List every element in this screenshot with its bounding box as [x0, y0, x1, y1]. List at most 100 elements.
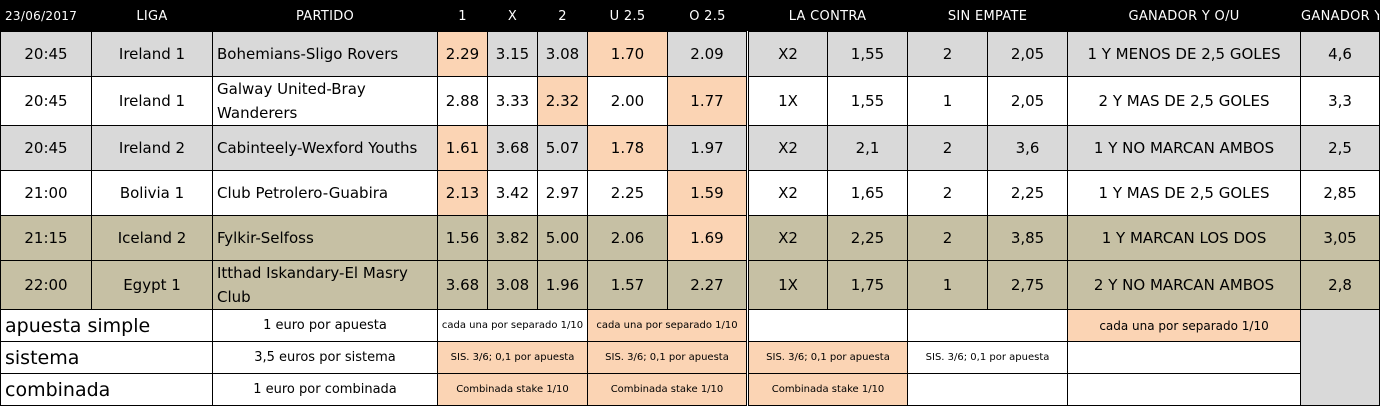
odd-over-25-cell[interactable]: 1.59	[667, 170, 748, 216]
odd-2-cell[interactable]: 2.32	[537, 76, 588, 126]
odd-x-cell[interactable]: 3.33	[487, 76, 538, 126]
match-name-cell[interactable]: Bohemians-Sligo Rovers	[212, 31, 438, 77]
contra-odd-cell[interactable]: 1,55	[826, 76, 909, 126]
sin-empate-pick-cell[interactable]: 1	[907, 260, 989, 310]
league-cell[interactable]: Egypt 1	[91, 260, 213, 310]
odd-over-25-cell[interactable]: 2.27	[667, 260, 748, 310]
odd-x-cell[interactable]: 3.15	[487, 31, 538, 77]
odd-1-cell[interactable]: 2.13	[437, 170, 488, 216]
match-name-cell[interactable]: Itthad Iskandary-El Masry Club	[212, 260, 438, 310]
ganador-odd-cell[interactable]: 3,3	[1300, 76, 1381, 126]
sin-empate-pick-cell[interactable]: 2	[907, 215, 989, 261]
contra-pick-cell[interactable]: 1X	[746, 260, 828, 310]
match-row: 21:15 Iceland 2 Fylkir-Selfoss 1.56 3.82 5.00…	[0, 215, 1381, 261]
odd-x-cell[interactable]: 3.42	[487, 170, 538, 216]
odd-over-25-cell[interactable]: 1.69	[667, 215, 748, 261]
sin-empate-odd-cell[interactable]: 2,75	[987, 260, 1069, 310]
sin-empate-odd-cell[interactable]: 3,85	[987, 215, 1069, 261]
league-cell[interactable]: Bolivia 1	[91, 170, 213, 216]
league-cell[interactable]: Iceland 2	[91, 215, 213, 261]
odd-2-cell[interactable]: 5.07	[537, 125, 588, 171]
league-cell[interactable]: Ireland 2	[91, 125, 213, 171]
match-name-cell[interactable]: Cabinteely-Wexford Youths	[212, 125, 438, 171]
sin-empate-odd-cell[interactable]: 2,25	[987, 170, 1069, 216]
odd-x-cell[interactable]: 3.08	[487, 260, 538, 310]
combinada-contra-note[interactable]: Combinada stake 1/10	[745, 373, 909, 406]
match-name-cell[interactable]: Fylkir-Selfoss	[212, 215, 438, 261]
match-time-cell[interactable]: 21:15	[0, 215, 92, 261]
contra-odd-cell[interactable]: 1,65	[826, 170, 909, 216]
sin-empate-pick-cell[interactable]: 2	[907, 170, 989, 216]
sin-empate-odd-cell[interactable]: 3,6	[987, 125, 1069, 171]
sin-empate-odd-cell[interactable]: 2,05	[987, 76, 1069, 126]
contra-odd-cell[interactable]: 2,1	[826, 125, 909, 171]
ganador-pick-cell[interactable]: 2 Y MAS DE 2,5 GOLES	[1067, 76, 1302, 126]
match-time-cell[interactable]: 22:00	[0, 260, 92, 310]
odd-under-25-cell[interactable]: 1.57	[587, 260, 668, 310]
league-cell[interactable]: Ireland 1	[91, 31, 213, 77]
ganador-pick-cell[interactable]: 2 Y NO MARCAN AMBOS	[1067, 260, 1302, 310]
odd-over-25-cell[interactable]: 2.09	[667, 31, 748, 77]
combinada-1x2-note[interactable]: Combinada stake 1/10	[437, 373, 588, 406]
match-time-cell[interactable]: 20:45	[0, 76, 92, 126]
sistema-ou-note[interactable]: SIS. 3/6; 0,1 por apuesta	[587, 341, 748, 374]
sin-empate-odd-cell[interactable]: 2,05	[987, 31, 1069, 77]
match-row: 20:45 Ireland 1 Bohemians-Sligo Rovers 2.29…	[0, 31, 1381, 77]
odd-1-cell[interactable]: 2.29	[437, 31, 488, 77]
contra-pick-cell[interactable]: X2	[746, 215, 828, 261]
league-cell[interactable]: Ireland 1	[91, 76, 213, 126]
odd-over-25-cell[interactable]: 1.97	[667, 125, 748, 171]
ganador-pick-cell[interactable]: 1 Y MENOS DE 2,5 GOLES	[1067, 31, 1302, 77]
odd-under-25-cell[interactable]: 2.00	[587, 76, 668, 126]
ganador-odd-cell[interactable]: 2,8	[1300, 260, 1381, 310]
odd-2-cell[interactable]: 3.08	[537, 31, 588, 77]
contra-pick-cell[interactable]: X2	[746, 170, 828, 216]
odd-x-cell[interactable]: 3.68	[487, 125, 538, 171]
match-time-cell[interactable]: 20:45	[0, 125, 92, 171]
sistema-contra-note[interactable]: SIS. 3/6; 0,1 por apuesta	[745, 341, 909, 374]
contra-odd-cell[interactable]: 2,25	[826, 215, 909, 261]
combinada-ou-note[interactable]: Combinada stake 1/10	[587, 373, 748, 406]
odd-under-25-cell[interactable]: 2.25	[587, 170, 668, 216]
odd-over-25-cell[interactable]: 1.77	[667, 76, 748, 126]
contra-pick-cell[interactable]: X2	[746, 125, 828, 171]
sin-empate-pick-cell[interactable]: 2	[907, 31, 989, 77]
match-time-cell[interactable]: 20:45	[0, 31, 92, 77]
ganador-odd-cell[interactable]: 2,5	[1300, 125, 1381, 171]
contra-odd-cell[interactable]: 1,75	[826, 260, 909, 310]
odd-2-cell[interactable]: 5.00	[537, 215, 588, 261]
match-time-cell[interactable]: 21:00	[0, 170, 92, 216]
sistema-sin-note[interactable]: SIS. 3/6; 0,1 por apuesta	[907, 341, 1069, 374]
footer-gray-block	[1300, 309, 1381, 406]
odd-1-cell[interactable]: 2.88	[437, 76, 488, 126]
contra-odd-cell[interactable]: 1,55	[826, 31, 909, 77]
sin-empate-pick-cell[interactable]: 2	[907, 125, 989, 171]
combinada-sin-empty	[907, 373, 1069, 406]
odd-1-cell[interactable]: 1.56	[437, 215, 488, 261]
match-name-cell[interactable]: Club Petrolero-Guabira	[212, 170, 438, 216]
match-name-cell[interactable]: Galway United-Bray Wanderers	[212, 76, 438, 126]
header-o25: O 2.5	[667, 0, 748, 32]
ganador-odd-cell[interactable]: 3,05	[1300, 215, 1381, 261]
odd-under-25-cell[interactable]: 1.70	[587, 31, 668, 77]
ganador-odd-cell[interactable]: 2,85	[1300, 170, 1381, 216]
simple-ganador-note[interactable]: cada una por separado 1/10	[1067, 309, 1302, 342]
ganador-pick-cell[interactable]: 1 Y NO MARCAN AMBOS	[1067, 125, 1302, 171]
sin-empate-pick-cell[interactable]: 1	[907, 76, 989, 126]
contra-pick-cell[interactable]: 1X	[746, 76, 828, 126]
sistema-1x2-note[interactable]: SIS. 3/6; 0,1 por apuesta	[437, 341, 588, 374]
odd-1-cell[interactable]: 1.61	[437, 125, 488, 171]
odd-under-25-cell[interactable]: 2.06	[587, 215, 668, 261]
ganador-odd-cell[interactable]: 4,6	[1300, 31, 1381, 77]
contra-pick-cell[interactable]: X2	[746, 31, 828, 77]
ganador-pick-cell[interactable]: 1 Y MAS DE 2,5 GOLES	[1067, 170, 1302, 216]
odd-under-25-cell[interactable]: 1.78	[587, 125, 668, 171]
odd-x-cell[interactable]: 3.82	[487, 215, 538, 261]
odd-2-cell[interactable]: 1.96	[537, 260, 588, 310]
ganador-pick-cell[interactable]: 1 Y MARCAN LOS DOS	[1067, 215, 1302, 261]
apuesta-simple-label: apuesta simple	[0, 309, 213, 342]
odd-1-cell[interactable]: 3.68	[437, 260, 488, 310]
simple-1x2-note[interactable]: cada una por separado 1/10	[437, 309, 588, 342]
simple-ou-note[interactable]: cada una por separado 1/10	[587, 309, 748, 342]
odd-2-cell[interactable]: 2.97	[537, 170, 588, 216]
